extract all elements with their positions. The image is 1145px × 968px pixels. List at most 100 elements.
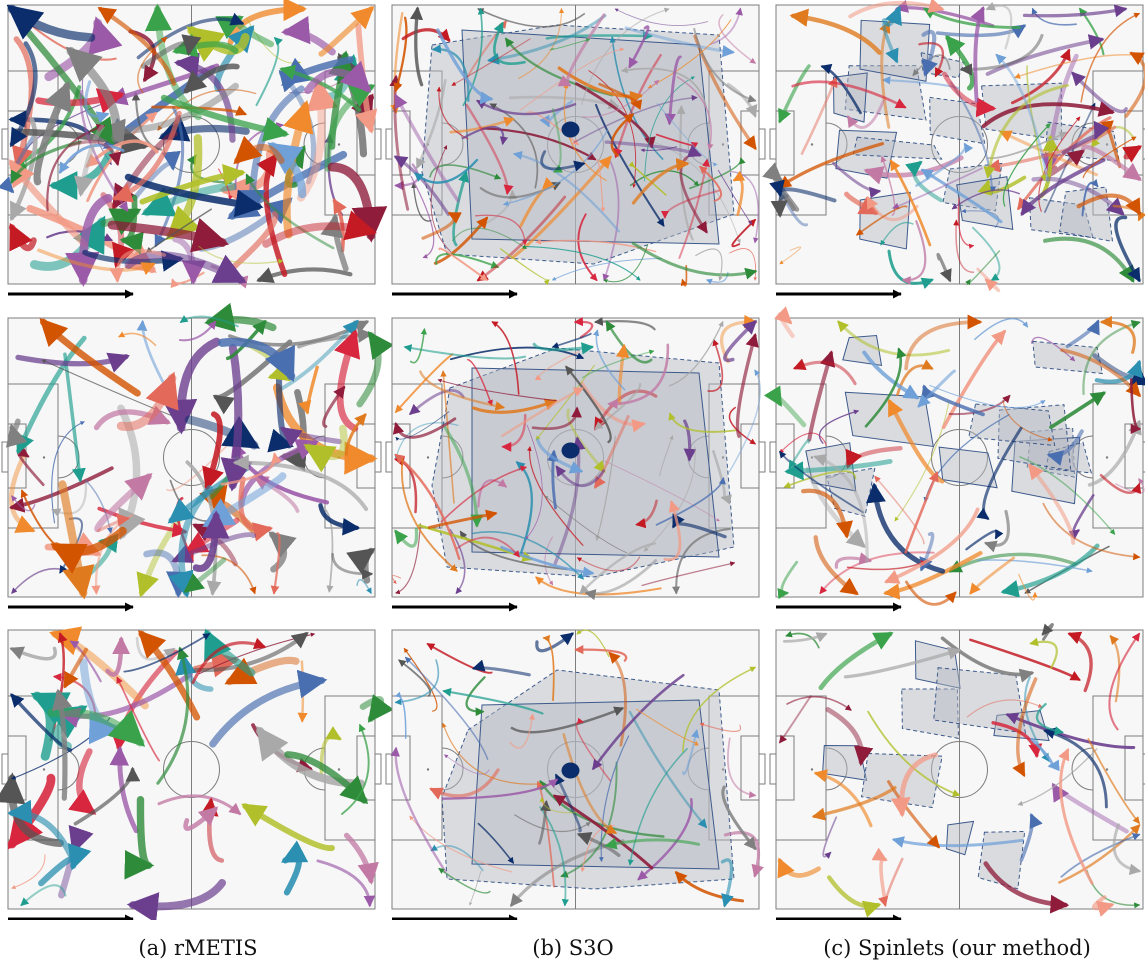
trajectory-arrow [82, 249, 184, 272]
trajectory-arrow [11, 854, 46, 890]
trajectory-arrow [421, 211, 462, 240]
trajectory-arrow [953, 219, 975, 274]
centre-circle [547, 116, 604, 173]
trajectory-arrow [322, 385, 346, 428]
trajectory-arrow [607, 343, 670, 410]
trajectory-arrow [602, 158, 620, 282]
trajectory-arrow [262, 210, 377, 248]
trajectory-arrow [344, 413, 367, 456]
penalty-spot-right [1105, 768, 1109, 771]
trajectory-arrow [912, 54, 951, 77]
trajectory-arrow [723, 320, 758, 362]
trajectory-arrow [58, 480, 95, 600]
trajectory-arrow [627, 748, 688, 866]
trajectory-arrow [409, 6, 424, 87]
trajectory-arrow [304, 60, 372, 95]
trajectory-arrow [65, 46, 121, 143]
trajectory-arrow [801, 488, 853, 539]
goal-left [1, 753, 9, 785]
trajectory-arrow [635, 708, 699, 746]
trajectory-arrow [481, 127, 597, 161]
trajectory-arrow [689, 157, 746, 190]
trajectory-arrow [111, 110, 182, 203]
penalty-spot-right [721, 768, 725, 771]
trajectory-arrow [592, 329, 626, 391]
penalty-spot-left [426, 768, 430, 771]
trajectory-arrow [855, 205, 908, 236]
trajectory-arrow [51, 688, 73, 801]
trajectory-arrow [663, 500, 682, 562]
trajectory-arrow [1081, 179, 1099, 217]
trajectory-arrow [1002, 399, 1053, 442]
trajectory-arrow [582, 79, 660, 118]
trajectory-arrow [554, 773, 582, 833]
trajectory-arrow [509, 713, 535, 749]
trajectory-arrow [1035, 702, 1064, 736]
trajectory-arrow [545, 30, 653, 41]
trajectory-arrow [522, 245, 641, 281]
trajectory-arrow [904, 314, 983, 371]
trajectory-arrow [1049, 391, 1106, 429]
trajectory-arrow [409, 328, 428, 364]
trajectory-arrow [451, 38, 531, 86]
trajectory-arrow [969, 556, 1015, 595]
cluster-hull [842, 335, 883, 367]
trajectory-arrow [124, 173, 264, 218]
trajectory-arrow [887, 398, 945, 484]
trajectory-arrow [985, 1, 1013, 50]
trajectory-arrow [647, 19, 732, 89]
trajectory-arrow [693, 27, 757, 103]
trajectory-arrow [921, 29, 938, 77]
trajectory-arrow [1081, 144, 1142, 181]
trajectory-arrow [929, 384, 1046, 409]
trajectory-arrow [940, 636, 1035, 683]
panel-s3o-row-2 [385, 314, 766, 612]
trajectory-arrow [1026, 65, 1047, 182]
trajectory-arrow [620, 66, 708, 109]
trajectory-arrow [220, 452, 282, 486]
trajectory-arrow [109, 745, 139, 834]
trajectory-arrow [38, 843, 92, 887]
trajectory-arrow [500, 545, 595, 578]
trajectory-arrow [1019, 456, 1116, 535]
trajectory-arrow [359, 694, 394, 723]
trajectory-arrow [837, 320, 951, 357]
trajectory-arrow [777, 142, 885, 189]
dense-cluster-blob [561, 442, 580, 459]
trajectory-arrow [721, 785, 757, 851]
trajectory-arrow [1092, 895, 1115, 917]
figure-grid [0, 0, 1145, 920]
trajectory-arrow [526, 446, 584, 546]
centre-circle [931, 116, 988, 173]
trajectory-arrow [156, 646, 190, 785]
trajectory-arrow [316, 859, 376, 908]
trajectory-arrow [1041, 623, 1054, 641]
trajectory-arrow [318, 503, 361, 536]
trajectory-arrow [557, 13, 606, 87]
trajectory-arrow [1042, 502, 1141, 561]
trajectory-arrow [467, 358, 493, 407]
trajectory-arrow [395, 411, 450, 441]
penalty-spot-right [721, 456, 725, 459]
penalty-spot-right [721, 143, 725, 146]
trajectory-arrow [631, 241, 758, 280]
trajectory-arrow [610, 113, 635, 157]
trajectory-arrow [145, 208, 212, 253]
trajectory-arrow [1012, 677, 1038, 778]
trajectory-arrow [395, 523, 421, 595]
cluster-hull [977, 830, 1026, 890]
trajectory-arrow [1022, 4, 1128, 18]
trajectory-arrow [894, 400, 950, 522]
trajectory-arrow [884, 507, 980, 584]
trajectory-arrow [889, 159, 932, 247]
trajectory-arrow [807, 350, 836, 442]
trajectory-arrow [232, 454, 369, 511]
trajectory-arrow [37, 248, 156, 276]
trajectory-arrow [920, 384, 985, 417]
trajectory-arrow [871, 847, 888, 898]
trajectory-arrow [166, 437, 235, 492]
trajectory-arrow [880, 221, 914, 246]
trajectory-arrow [862, 350, 920, 400]
trajectory-arrow [682, 666, 757, 753]
trajectory-arrow [414, 158, 479, 184]
